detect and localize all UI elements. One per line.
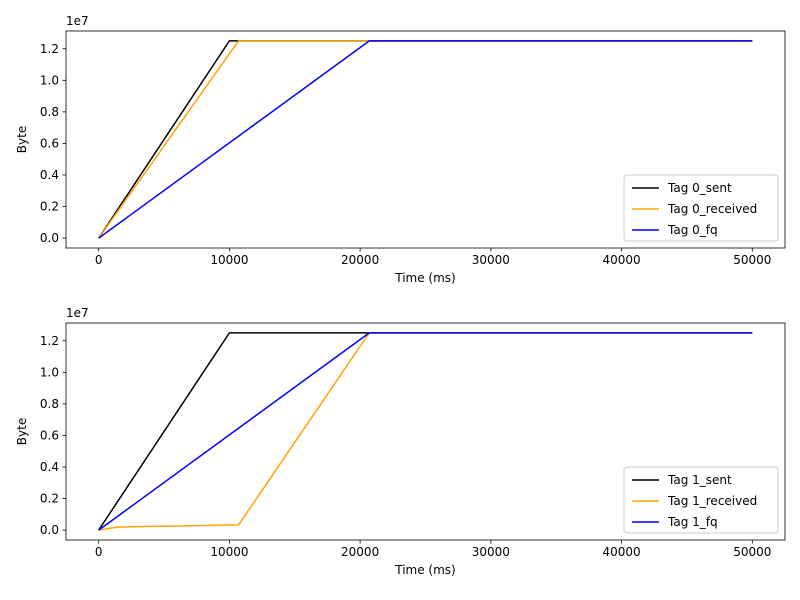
- x-tick-label: 30000: [472, 545, 510, 559]
- y-offset-label: 1e7: [66, 14, 89, 28]
- legend-label: Tag 0_received: [667, 202, 757, 216]
- y-axis-label: Byte: [15, 126, 29, 153]
- series-line-3: [98, 40, 753, 239]
- y-tick-label: 1.0: [40, 365, 59, 379]
- y-tick-label: 1.0: [40, 73, 59, 87]
- y-tick-label: 0.2: [40, 200, 59, 214]
- x-axis-label: Time (ms): [394, 271, 456, 285]
- x-axis-label: Time (ms): [394, 563, 456, 577]
- y-tick-label: 0.4: [40, 168, 59, 182]
- legend-box: [623, 174, 779, 242]
- y-tick-label: 1.2: [40, 42, 59, 56]
- x-tick-label: 40000: [602, 545, 640, 559]
- y-offset-label: 1e7: [66, 306, 89, 320]
- subplot-1: 0 10000 20000 30000 40000 50000 0.0 0.2 0.4 0.6 0.…: [15, 14, 786, 285]
- legend-label: Tag 1_sent: [667, 473, 732, 487]
- y-tick-label: 0.6: [40, 428, 59, 442]
- y-tick-label: 0.2: [40, 492, 59, 506]
- y-tick-label: 0.6: [40, 136, 59, 150]
- x-tick-label: 10000: [210, 253, 248, 267]
- legend-label: Tag 1_fq: [667, 515, 718, 529]
- y-tick-label: 0.4: [40, 460, 59, 474]
- x-tick-label: 20000: [341, 545, 379, 559]
- y-tick-label: 0.0: [40, 231, 59, 245]
- plot-frame: [65, 322, 786, 541]
- legend: Tag 0_sent Tag 0_received Tag 0_fq: [623, 174, 779, 242]
- y-tick-label: 0.8: [40, 397, 59, 411]
- x-tick-label: 20000: [341, 253, 379, 267]
- x-tick-label: 0: [95, 253, 103, 267]
- x-tick-label: 50000: [733, 545, 771, 559]
- y-tick-label: 0.0: [40, 523, 59, 537]
- legend-label: Tag 0_sent: [667, 181, 732, 195]
- legend: Tag 1_sent Tag 1_received Tag 1_fq: [623, 466, 779, 534]
- y-axis-label: Byte: [15, 418, 29, 445]
- series-line-3: [98, 332, 753, 531]
- legend-box: [623, 466, 779, 534]
- x-tick-label: 10000: [210, 545, 248, 559]
- subplot-2: 0 10000 20000 30000 40000 50000 0.0 0.2 0.4 0.6 0.…: [15, 306, 786, 577]
- x-tick-label: 40000: [602, 253, 640, 267]
- y-tick-label: 0.8: [40, 105, 59, 119]
- y-tick-label: 1.2: [40, 334, 59, 348]
- legend-label: Tag 1_received: [667, 494, 757, 508]
- legend-label: Tag 0_fq: [667, 223, 718, 237]
- x-tick-label: 30000: [472, 253, 510, 267]
- x-tick-label: 50000: [733, 253, 771, 267]
- x-tick-label: 0: [95, 545, 103, 559]
- plot-frame: [65, 30, 786, 249]
